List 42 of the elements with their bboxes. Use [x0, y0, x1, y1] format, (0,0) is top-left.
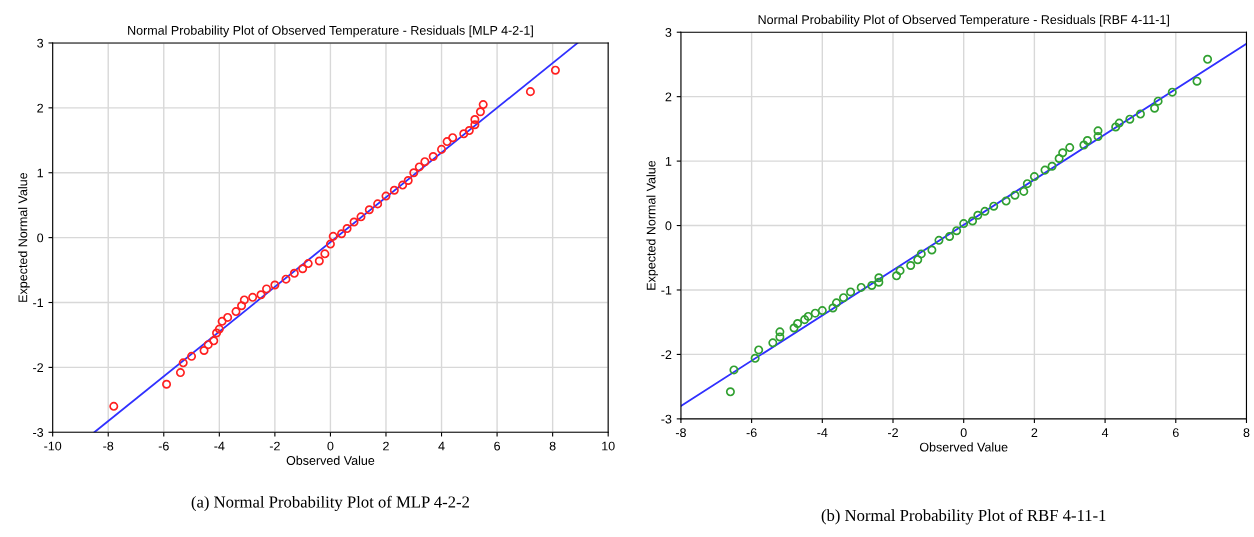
x-tick-label: 6 [494, 441, 501, 451]
x-axis-title: Observed Value [919, 442, 1008, 452]
y-tick-label: -2 [661, 350, 672, 359]
x-tick-label: -4 [214, 441, 225, 451]
y-tick-label: 2 [37, 103, 44, 113]
chart-title: Normal Probability Plot of Observed Temperature - Residuals [MLP 4-2-1] [128, 25, 533, 38]
y-tick-label: -3 [33, 428, 44, 437]
y-tick-label: 1 [37, 168, 44, 178]
x-tick-label: 6 [1172, 428, 1179, 438]
x-tick-label: -8 [103, 441, 114, 451]
x-axis-title: Observed Value [286, 455, 375, 465]
y-tick-label: 3 [665, 28, 672, 37]
x-tick-label: -2 [888, 428, 898, 437]
x-tick-label: -4 [817, 428, 828, 437]
x-tick-label: -6 [746, 428, 757, 438]
y-tick-label: 0 [665, 221, 672, 231]
x-tick-label: 10 [602, 441, 615, 451]
x-tick-label: -8 [675, 428, 686, 438]
y-tick-label: -3 [661, 414, 672, 424]
y-axis-title: Expected Normal Value [18, 172, 30, 302]
x-tick-label: 8 [549, 441, 556, 451]
x-tick-label: 2 [1031, 428, 1038, 437]
y-tick-label: 1 [665, 157, 672, 166]
x-tick-label: -6 [158, 441, 169, 451]
y-tick-label: -1 [661, 285, 672, 295]
text: (a) Normal Probability Plot of MLP 4-2-2 [191, 495, 469, 512]
y-tick-label: 0 [37, 233, 44, 243]
x-tick-label: 4 [438, 441, 445, 451]
y-tick-label: -2 [33, 363, 44, 372]
chart-title: Normal Probability Plot of Observed Temperature - Residuals [RBF 4-11-1] [758, 14, 1169, 27]
y-tick-label: -1 [33, 298, 44, 308]
x-tick-label: 0 [327, 441, 334, 451]
text: (b) Normal Probability Plot of RBF 4-11-1 [821, 509, 1106, 525]
x-tick-label: 4 [1101, 428, 1109, 437]
x-tick-label: 0 [960, 428, 967, 438]
x-tick-label: 2 [383, 441, 389, 451]
y-tick-label: 3 [37, 38, 44, 48]
y-axis-title: Expected Normal Value [646, 160, 658, 290]
y-tick-label: 2 [665, 92, 672, 102]
x-tick-label: -2 [269, 441, 280, 451]
x-tick-label: -10 [44, 441, 62, 451]
x-tick-label: 8 [1243, 428, 1250, 438]
